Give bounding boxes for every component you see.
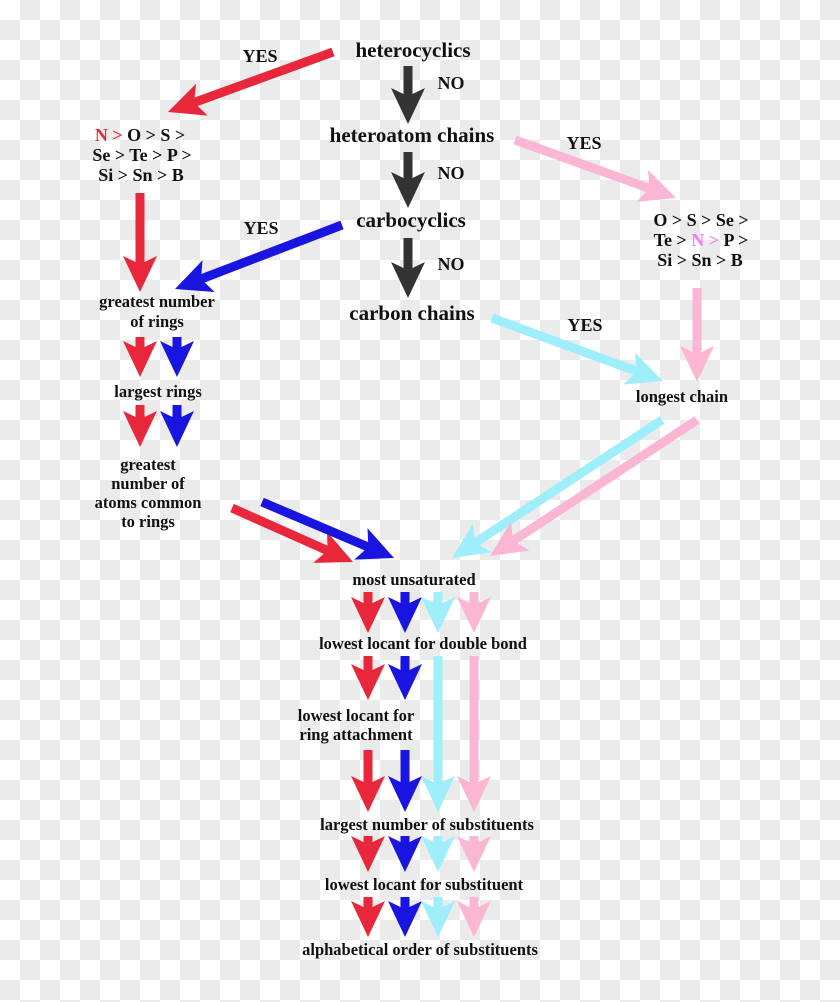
label-no-1: NO	[438, 73, 465, 93]
left-priority-line1: N > O > S >	[95, 125, 185, 145]
left-priority-line2: Se > Te > P >	[92, 145, 191, 165]
arrow-11	[123, 405, 157, 447]
arrow-12	[160, 405, 194, 447]
arrow-18	[388, 592, 422, 633]
arrow-20	[457, 592, 491, 633]
label-yes-3: YES	[243, 218, 278, 238]
arrow-0	[168, 47, 335, 116]
label-yes-1: YES	[242, 46, 277, 66]
arrow-24	[457, 656, 491, 812]
arrow-32	[388, 897, 422, 937]
arrow-30	[457, 836, 491, 872]
arrow-10	[160, 337, 194, 377]
arrow-22	[388, 656, 422, 700]
right-priority-line2: Te > N > P >	[654, 230, 749, 250]
arrow-25	[351, 750, 385, 812]
alphabetical-order: alphabetical order of substituents	[302, 940, 538, 959]
arrow-15	[452, 416, 665, 558]
lowest-locant-substituent: lowest locant for substituent	[325, 875, 524, 894]
arrow-17	[351, 592, 385, 633]
lowest-locant-double-bond: lowest locant for double bond	[319, 634, 527, 653]
common-atoms-line2: number of	[111, 474, 185, 493]
arrow-27	[351, 836, 385, 872]
arrow-21	[351, 656, 385, 700]
greatest-rings-line1: greatest number	[99, 292, 215, 311]
arrow-23	[421, 656, 455, 812]
label-no-2: NO	[438, 163, 465, 183]
arrow-13	[230, 503, 353, 563]
most-unsaturated: most unsaturated	[352, 570, 475, 589]
right-priority-line3: Si > Sn > B	[657, 250, 743, 270]
arrow-16	[490, 416, 700, 556]
ring-attachment-line2: ring attachment	[299, 725, 413, 744]
left-priority-line3: Si > Sn > B	[98, 165, 184, 185]
largest-number-substituents: largest number of substituents	[320, 815, 534, 834]
common-atoms-line1: greatest	[120, 455, 176, 474]
arrow-26	[388, 750, 422, 812]
largest-rings: largest rings	[114, 382, 202, 401]
arrow-34	[457, 897, 491, 937]
arrow-29	[421, 836, 455, 872]
arrow-14	[260, 497, 394, 560]
node-heterocyclics: heterocyclics	[355, 38, 470, 62]
node-heteroatom-chains: heteroatom chains	[330, 123, 495, 147]
label-no-3: NO	[438, 254, 465, 274]
longest-chain: longest chain	[636, 387, 728, 406]
arrow-33	[421, 897, 455, 937]
right-priority-line1: O > S > Se >	[653, 210, 748, 230]
arrow-19	[421, 592, 455, 633]
arrow-7	[680, 288, 714, 382]
common-atoms-line4: to rings	[121, 512, 175, 531]
ring-attachment-line1: lowest locant for	[298, 706, 414, 725]
arrow-4	[513, 135, 676, 202]
arrows	[123, 47, 714, 937]
arrow-3	[391, 238, 425, 298]
arrow-28	[388, 836, 422, 872]
arrow-2	[391, 152, 425, 208]
node-carbon-chains: carbon chains	[349, 301, 474, 325]
arrow-31	[351, 897, 385, 937]
node-carbocyclics: carbocyclics	[356, 208, 466, 232]
arrow-1	[391, 66, 425, 124]
arrow-8	[490, 313, 663, 385]
common-atoms-line3: atoms common	[95, 493, 202, 512]
arrow-5	[123, 193, 157, 292]
label-yes-2: YES	[566, 133, 601, 153]
arrow-6	[175, 220, 344, 292]
labels: heterocyclics NO heteroatom chains NO ca…	[92, 38, 748, 959]
arrow-9	[123, 337, 157, 377]
label-yes-4: YES	[567, 315, 602, 335]
greatest-rings-line2: of rings	[130, 312, 184, 331]
